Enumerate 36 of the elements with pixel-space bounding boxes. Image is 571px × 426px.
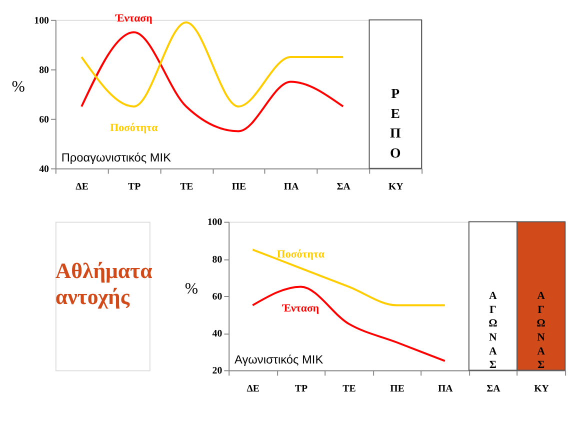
text: Αθλήματα αντοχής	[55, 259, 152, 309]
band-label: ΑΓΩΝΑΣ	[488, 290, 498, 372]
x-tick-label: ΠΕ	[390, 383, 405, 394]
x-tick-label: ΤΡ	[294, 383, 308, 394]
y-tick-label: 60	[212, 291, 222, 302]
series-label: Ένταση	[281, 302, 320, 314]
band-label: ΑΓΩΝΑΣ	[536, 290, 546, 372]
x-tick-label: ΔΕ	[246, 383, 260, 394]
x-tick-label: ΤΡ	[128, 182, 141, 193]
x-tick-label: ΔΕ	[76, 182, 89, 193]
annotation: Αγωνιστικός ΜΙΚ	[234, 352, 324, 366]
x-tick-label: ΣΑ	[486, 383, 502, 394]
x-tick-label: ΚΥ	[534, 383, 549, 394]
y-axis-title: %	[184, 280, 198, 298]
y-tick-label: 20	[212, 366, 222, 377]
series-label: Ένταση	[114, 12, 152, 24]
y-tick-label: 100	[207, 217, 222, 228]
series-label: Ποσότητα	[276, 248, 324, 260]
y-tick-label: 40	[39, 164, 50, 175]
y-tick-label: 80	[212, 254, 222, 266]
y-tick-label: 100	[34, 15, 50, 26]
x-tick-label: ΣΑ	[336, 182, 352, 193]
x-tick-label: ΠΑ	[438, 383, 454, 394]
annotation: Προαγωνιστικός ΜΙΚ	[61, 150, 172, 164]
y-tick-label: 80	[39, 64, 50, 76]
y-axis-title: %	[12, 78, 25, 96]
y-tick-label: 60	[39, 114, 50, 126]
x-tick-label: ΠΕ	[232, 182, 247, 193]
x-tick-label: ΤΕ	[180, 182, 194, 193]
x-tick-label: ΚΥ	[388, 182, 404, 193]
line-series	[80, 31, 344, 132]
x-tick-label: ΠΑ	[284, 182, 300, 193]
series-label: Ποσότητα	[110, 122, 158, 134]
y-tick-label: 40	[212, 328, 222, 340]
band-label: ΡΕΠΟ	[390, 86, 402, 160]
x-tick-label: ΤΕ	[342, 383, 356, 394]
